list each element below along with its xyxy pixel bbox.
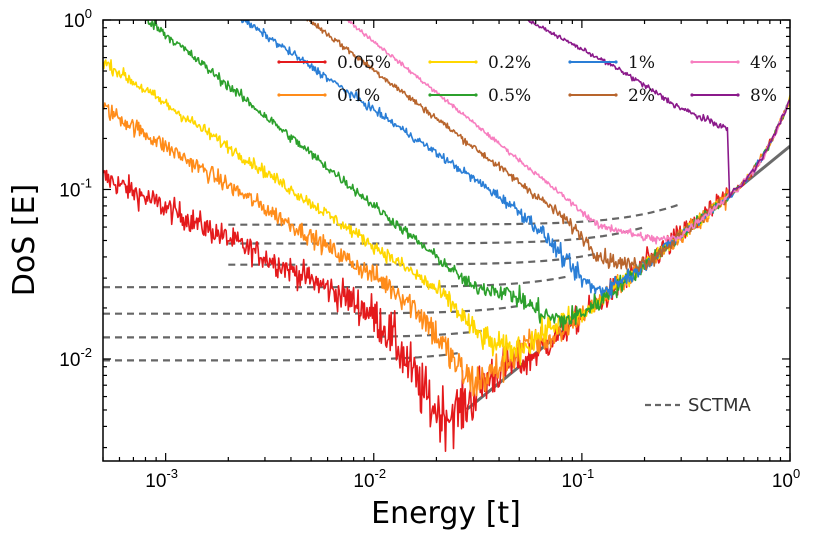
y-tick-label-base: 10	[59, 180, 80, 201]
sctma-curve-1	[103, 329, 482, 339]
sctma-curve-2	[103, 304, 520, 315]
legend-marker	[568, 60, 572, 64]
legend-item: 1%	[568, 53, 655, 73]
legend-marker	[736, 60, 740, 64]
axis-ticks	[102, 19, 791, 461]
x-tick-label: 10-3	[145, 466, 178, 492]
legend-marker	[614, 93, 618, 97]
x-tick-label: 100	[772, 466, 800, 492]
legend-item: 0.05%	[277, 53, 391, 73]
series-line-0-1-	[103, 96, 790, 397]
sctma-curve-3	[103, 275, 568, 289]
y-tick-label-exp: 0	[85, 6, 92, 21]
legend-marker	[474, 60, 478, 64]
legend-item: 0.1%	[277, 86, 380, 106]
legend-marker	[277, 93, 281, 97]
legend-item: 4%	[690, 53, 777, 73]
series-line-8-	[524, 20, 790, 199]
legend-label: 2%	[628, 86, 655, 106]
x-tick-label-exp: -1	[583, 466, 595, 481]
sctma-legend-label: SCTMA	[688, 395, 752, 416]
legend-marker	[323, 93, 327, 97]
x-tick-label: 10-2	[353, 466, 386, 492]
x-tick-label-base: 10	[353, 471, 374, 492]
legend-marker	[690, 60, 694, 64]
legend-marker	[568, 93, 572, 97]
legend-label: 1%	[628, 53, 655, 73]
legend-label: 0.05%	[337, 53, 391, 73]
x-tick-label-exp: -2	[375, 466, 387, 481]
legend-marker	[614, 60, 618, 64]
series-line-0-2-	[103, 59, 790, 366]
legend-item: 0.2%	[428, 53, 531, 73]
series-line-0-05-	[103, 97, 790, 453]
x-tick-label-base: 10	[145, 471, 166, 492]
legend-label: 4%	[750, 53, 777, 73]
series-line-2-	[306, 20, 790, 272]
x-tick-label-base: 10	[562, 471, 583, 492]
y-tick-label-exp: -2	[80, 345, 92, 360]
series-line-1-	[240, 20, 790, 299]
legend-marker	[323, 60, 327, 64]
series-line-4-	[346, 20, 790, 245]
y-tick-label-exp: -1	[80, 175, 92, 190]
sctma-curve-6	[228, 202, 682, 226]
y-tick-label-base: 10	[64, 11, 85, 32]
legend-label: 0.5%	[488, 86, 531, 106]
legend-label: 0.2%	[488, 53, 531, 73]
legend-item: 2%	[568, 86, 655, 106]
plot-area	[103, 20, 790, 453]
y-tick-label: 10-1	[59, 175, 92, 201]
x-tick-label: 10-1	[562, 466, 595, 492]
legend-item: 8%	[690, 86, 777, 106]
legend-item: 0.5%	[428, 86, 531, 106]
y-tick-label: 10-2	[59, 345, 92, 371]
y-tick-label: 100	[64, 6, 92, 32]
legend-label: 0.1%	[337, 86, 380, 106]
sctma-curve-5	[228, 226, 645, 245]
y-tick-label-base: 10	[59, 350, 80, 371]
legend-marker	[690, 93, 694, 97]
series-lines	[103, 20, 790, 453]
x-tick-label-exp: -3	[166, 466, 178, 481]
legend-marker	[428, 60, 432, 64]
legend-label: 8%	[750, 86, 777, 106]
x-tick-label-exp: 0	[793, 466, 800, 481]
plot-frame	[102, 19, 791, 462]
y-axis-label: DoS [E]	[7, 184, 42, 296]
series-line-0-5-	[145, 20, 790, 331]
legend-marker	[277, 60, 281, 64]
legend-marker	[474, 93, 478, 97]
sctma-legend: SCTMA	[645, 395, 752, 416]
x-tick-label-base: 10	[772, 471, 793, 492]
x-axis-label: Energy [t]	[371, 496, 521, 531]
legend-marker	[428, 93, 432, 97]
legend: 0.05% 0.1% 0.2% 0.5% 1% 2% 4% 8%	[277, 53, 777, 106]
legend-marker	[736, 93, 740, 97]
